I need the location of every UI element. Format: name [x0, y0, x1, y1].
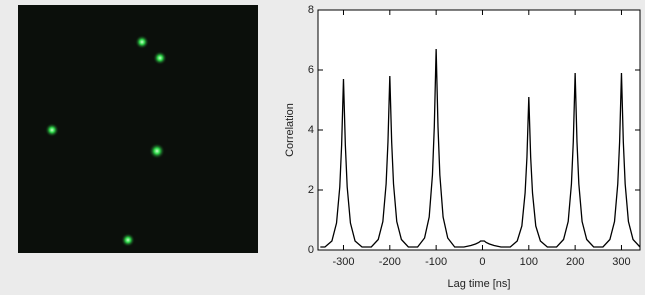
- emitter-spot: [121, 233, 135, 247]
- x-tick-label: 200: [566, 256, 584, 268]
- y-tick-label: 4: [308, 124, 314, 136]
- x-tick-label: -300: [332, 256, 354, 268]
- plot-frame: [318, 10, 640, 250]
- y-tick-label: 2: [308, 184, 314, 196]
- y-axis-label: Correlation: [284, 103, 296, 157]
- x-tick-label: 0: [479, 256, 485, 268]
- microscope-image: [18, 5, 258, 253]
- y-tick-label: 6: [308, 64, 314, 76]
- y-tick-label: 0: [308, 244, 314, 256]
- figure: Correlation Lag time [ns] 0 2 4 6 8 -300 -200 -…: [0, 0, 645, 295]
- y-tick-label: 8: [308, 4, 314, 16]
- x-tick-label: 100: [520, 256, 538, 268]
- x-tick-label: -200: [379, 256, 401, 268]
- emitter-spot: [45, 123, 59, 137]
- emitter-spot: [153, 51, 167, 65]
- x-tick-label: 300: [612, 256, 630, 268]
- x-axis-label: Lag time [ns]: [448, 278, 511, 290]
- x-tick-label: -100: [425, 256, 447, 268]
- emitter-spot: [135, 35, 149, 49]
- emitter-spot: [149, 143, 165, 159]
